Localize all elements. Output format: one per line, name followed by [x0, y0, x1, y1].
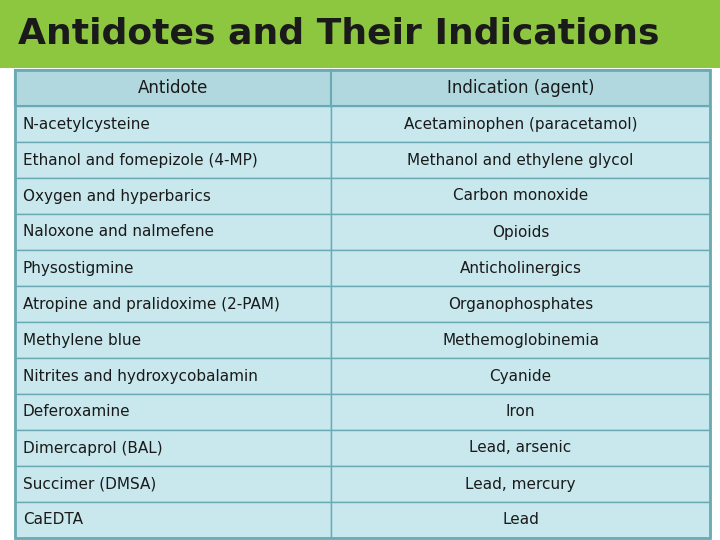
Text: CaEDTA: CaEDTA	[23, 512, 83, 528]
Bar	[331, 322, 710, 358]
Bar	[331, 70, 710, 106]
Bar	[331, 394, 710, 430]
Text: Lead, mercury: Lead, mercury	[465, 476, 576, 491]
Bar	[15, 286, 331, 322]
Bar	[331, 250, 710, 286]
Bar	[15, 250, 331, 286]
Text: Indication (agent): Indication (agent)	[447, 79, 595, 97]
Bar	[15, 394, 331, 430]
Bar	[331, 178, 710, 214]
Bar	[0, 0, 720, 68]
Bar	[15, 322, 331, 358]
Text: Oxygen and hyperbarics: Oxygen and hyperbarics	[23, 188, 211, 204]
Bar	[15, 214, 331, 250]
Text: Organophosphates: Organophosphates	[448, 296, 593, 312]
Text: Succimer (DMSA): Succimer (DMSA)	[23, 476, 156, 491]
Text: Antidote: Antidote	[138, 79, 208, 97]
Bar	[15, 430, 331, 466]
Bar	[331, 142, 710, 178]
Text: Ethanol and fomepizole (4-MP): Ethanol and fomepizole (4-MP)	[23, 152, 258, 167]
Bar	[15, 106, 331, 142]
Text: Cyanide: Cyanide	[490, 368, 552, 383]
Text: Opioids: Opioids	[492, 225, 549, 240]
Text: Dimercaprol (BAL): Dimercaprol (BAL)	[23, 441, 163, 456]
Text: Methanol and ethylene glycol: Methanol and ethylene glycol	[408, 152, 634, 167]
Text: Physostigmine: Physostigmine	[23, 260, 135, 275]
Text: Methemoglobinemia: Methemoglobinemia	[442, 333, 599, 348]
Bar	[15, 466, 331, 502]
Text: Carbon monoxide: Carbon monoxide	[453, 188, 588, 204]
Text: Atropine and pralidoxime (2-PAM): Atropine and pralidoxime (2-PAM)	[23, 296, 280, 312]
Text: Lead, arsenic: Lead, arsenic	[469, 441, 572, 456]
Text: Acetaminophen (paracetamol): Acetaminophen (paracetamol)	[404, 117, 637, 132]
Text: Antidotes and Their Indications: Antidotes and Their Indications	[18, 17, 660, 51]
Bar	[15, 70, 331, 106]
Text: Anticholinergics: Anticholinergics	[459, 260, 582, 275]
Bar	[331, 106, 710, 142]
Bar	[15, 358, 331, 394]
Bar	[15, 70, 710, 538]
Text: N-acetylcysteine: N-acetylcysteine	[23, 117, 151, 132]
Bar	[331, 430, 710, 466]
Text: Naloxone and nalmefene: Naloxone and nalmefene	[23, 225, 214, 240]
Text: Iron: Iron	[506, 404, 536, 420]
Bar	[15, 142, 331, 178]
Bar	[331, 214, 710, 250]
Bar	[15, 178, 331, 214]
Bar	[331, 286, 710, 322]
Bar	[15, 502, 331, 538]
Text: Lead: Lead	[502, 512, 539, 528]
Bar	[331, 358, 710, 394]
Bar	[331, 502, 710, 538]
Text: Deferoxamine: Deferoxamine	[23, 404, 130, 420]
Bar	[331, 466, 710, 502]
Text: Methylene blue: Methylene blue	[23, 333, 141, 348]
Text: Nitrites and hydroxycobalamin: Nitrites and hydroxycobalamin	[23, 368, 258, 383]
